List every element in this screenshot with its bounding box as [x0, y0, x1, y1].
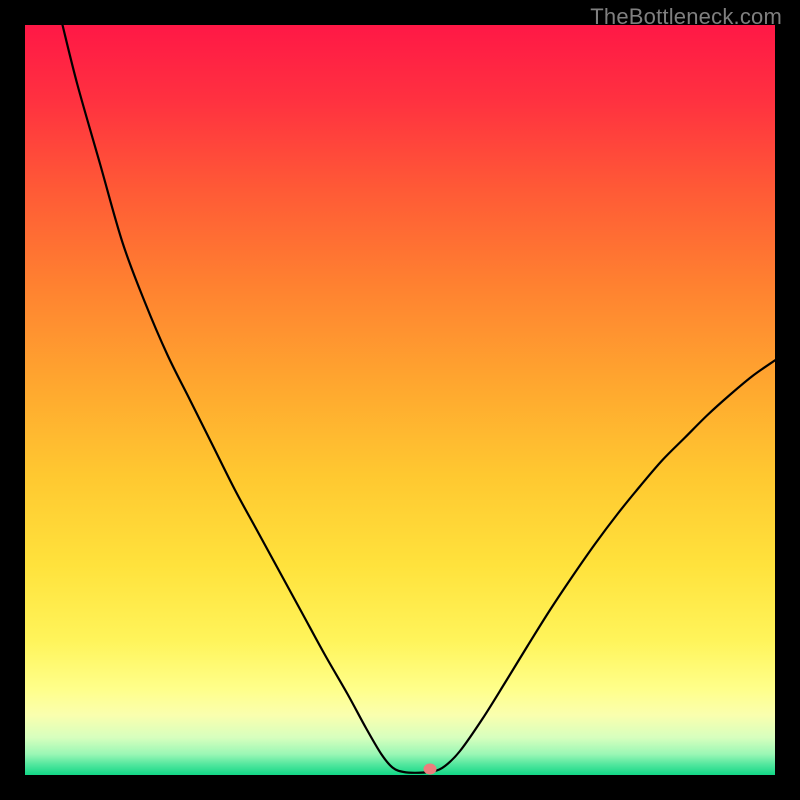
chart-container: TheBottleneck.com: [0, 0, 800, 800]
bottleneck-chart: [0, 0, 800, 800]
watermark-label: TheBottleneck.com: [590, 4, 782, 30]
optimum-marker: [424, 764, 436, 774]
gradient-background: [25, 25, 775, 775]
